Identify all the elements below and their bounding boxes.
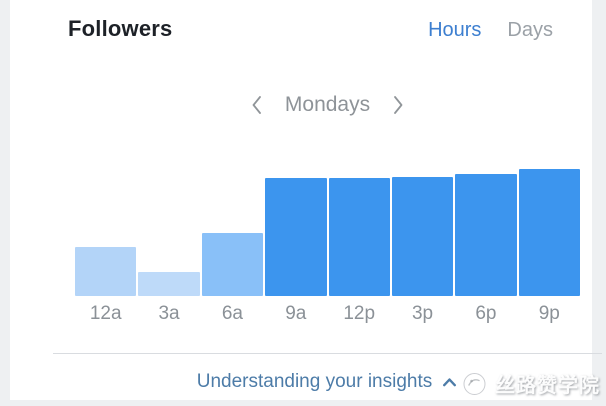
insights-card: Followers Hours Days Mondays 12a 3a 6a 9a 12… (10, 0, 602, 400)
bar-9p[interactable] (518, 169, 580, 296)
bar-3p[interactable] (391, 176, 454, 296)
page-title: Followers (68, 16, 173, 41)
x-axis-label-9a: 9a (285, 303, 307, 324)
bar-12a[interactable] (75, 246, 137, 296)
bar-12p[interactable] (328, 177, 390, 296)
bar-6p[interactable] (455, 174, 517, 296)
bar-9a[interactable] (265, 177, 327, 296)
watermark-text: 丝路赞学院 (495, 375, 600, 397)
x-axis-label-6a: 6a (221, 303, 243, 324)
x-axis-label-3p: 3p (411, 303, 434, 324)
watermark-logo-icon (461, 370, 488, 397)
chevron-up-icon (441, 374, 458, 391)
tab-days[interactable]: Days (507, 19, 553, 41)
weekday-selector: Mondays (75, 93, 580, 117)
understanding-insights-link[interactable]: Understanding your insights (75, 371, 580, 393)
x-axis-label-3a: 3a (158, 303, 180, 324)
divider (53, 353, 602, 354)
chevron-right-icon[interactable] (392, 94, 405, 116)
bars (75, 165, 580, 296)
view-mode-tabs: Hours Days (428, 19, 553, 42)
weekday-label: Mondays (284, 93, 371, 116)
x-axis-label-9p: 9p (538, 303, 560, 324)
x-axis-labels: 12a 3a 6a 9a 12p 3p 6p 9p (75, 303, 580, 325)
bar-6a[interactable] (201, 232, 264, 296)
tab-hours[interactable]: Hours (428, 19, 482, 41)
x-axis-label-12p: 12p (343, 303, 376, 324)
watermark: 丝路赞学院 (461, 369, 600, 398)
x-axis-label-12a: 12a (89, 303, 122, 324)
chevron-left-icon[interactable] (250, 94, 263, 116)
understanding-insights-label: Understanding your insights (196, 371, 433, 392)
bar-3a[interactable] (138, 271, 200, 296)
x-axis-label-6p: 6p (475, 303, 497, 324)
